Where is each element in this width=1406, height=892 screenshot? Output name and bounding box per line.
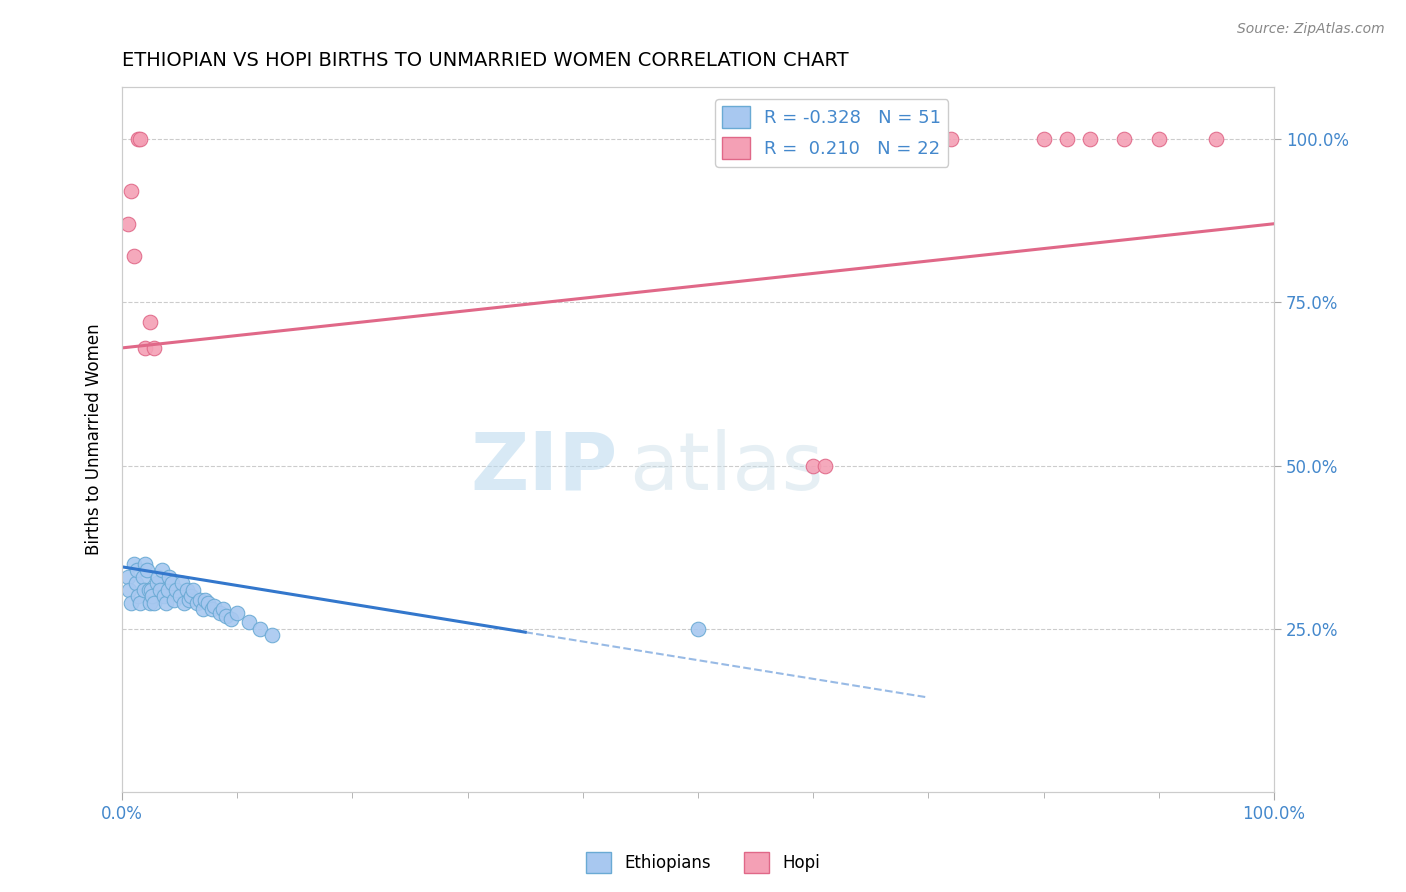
Point bbox=[132, 569, 155, 583]
Point bbox=[125, 563, 148, 577]
Point bbox=[202, 599, 225, 613]
Point bbox=[127, 589, 149, 603]
Point bbox=[226, 606, 249, 620]
Point bbox=[139, 582, 162, 597]
Point bbox=[238, 615, 260, 630]
Point bbox=[132, 582, 155, 597]
Point bbox=[163, 592, 186, 607]
Point bbox=[155, 596, 177, 610]
Legend: R = -0.328   N = 51, R =  0.210   N = 22: R = -0.328 N = 51, R = 0.210 N = 22 bbox=[716, 99, 948, 167]
Point bbox=[141, 589, 163, 603]
Point bbox=[1114, 132, 1136, 146]
Text: ETHIOPIAN VS HOPI BIRTHS TO UNMARRIED WOMEN CORRELATION CHART: ETHIOPIAN VS HOPI BIRTHS TO UNMARRIED WO… bbox=[122, 51, 849, 70]
Point bbox=[125, 576, 148, 591]
Point bbox=[117, 217, 139, 231]
Point bbox=[138, 596, 160, 610]
Point bbox=[215, 608, 238, 623]
Point bbox=[118, 582, 141, 597]
Point bbox=[197, 596, 219, 610]
Point bbox=[146, 569, 169, 583]
Point bbox=[120, 184, 142, 198]
Point bbox=[122, 557, 145, 571]
Point bbox=[249, 622, 271, 636]
Text: atlas: atlas bbox=[628, 429, 824, 507]
Point bbox=[180, 589, 202, 603]
Point bbox=[150, 563, 173, 577]
Point bbox=[134, 557, 156, 571]
Point bbox=[169, 589, 191, 603]
Point bbox=[917, 132, 939, 146]
Y-axis label: Births to Unmarried Women: Births to Unmarried Women bbox=[86, 324, 103, 555]
Point bbox=[212, 602, 235, 616]
Point bbox=[183, 582, 205, 597]
Point bbox=[801, 458, 824, 473]
Point bbox=[941, 132, 963, 146]
Point bbox=[170, 576, 193, 591]
Point bbox=[134, 341, 156, 355]
Point bbox=[208, 606, 231, 620]
Point bbox=[120, 596, 142, 610]
Point bbox=[260, 628, 283, 642]
Point bbox=[160, 576, 183, 591]
Text: Source: ZipAtlas.com: Source: ZipAtlas.com bbox=[1237, 22, 1385, 37]
Point bbox=[894, 132, 917, 146]
Point bbox=[177, 592, 200, 607]
Point bbox=[143, 341, 166, 355]
Point bbox=[145, 576, 167, 591]
Point bbox=[1056, 132, 1078, 146]
Point bbox=[143, 596, 166, 610]
Point bbox=[814, 458, 837, 473]
Point bbox=[1205, 132, 1227, 146]
Point bbox=[186, 596, 208, 610]
Point bbox=[129, 132, 152, 146]
Point bbox=[190, 592, 212, 607]
Point bbox=[872, 132, 894, 146]
Point bbox=[221, 612, 243, 626]
Point bbox=[194, 592, 217, 607]
Point bbox=[129, 596, 152, 610]
Point bbox=[191, 602, 214, 616]
Point bbox=[686, 622, 709, 636]
Point bbox=[1032, 132, 1054, 146]
Point bbox=[825, 132, 848, 146]
Point bbox=[127, 132, 149, 146]
Point bbox=[138, 315, 160, 329]
Point bbox=[201, 602, 224, 616]
Point bbox=[157, 582, 180, 597]
Text: ZIP: ZIP bbox=[470, 429, 617, 507]
Point bbox=[173, 596, 195, 610]
Point bbox=[138, 582, 160, 597]
Point bbox=[136, 563, 159, 577]
Point bbox=[848, 132, 870, 146]
Point bbox=[117, 569, 139, 583]
Point bbox=[122, 249, 145, 263]
Point bbox=[157, 569, 180, 583]
Legend: Ethiopians, Hopi: Ethiopians, Hopi bbox=[579, 846, 827, 880]
Point bbox=[149, 582, 172, 597]
Point bbox=[165, 582, 187, 597]
Point bbox=[1147, 132, 1170, 146]
Point bbox=[176, 582, 198, 597]
Point bbox=[1078, 132, 1101, 146]
Point bbox=[152, 589, 174, 603]
